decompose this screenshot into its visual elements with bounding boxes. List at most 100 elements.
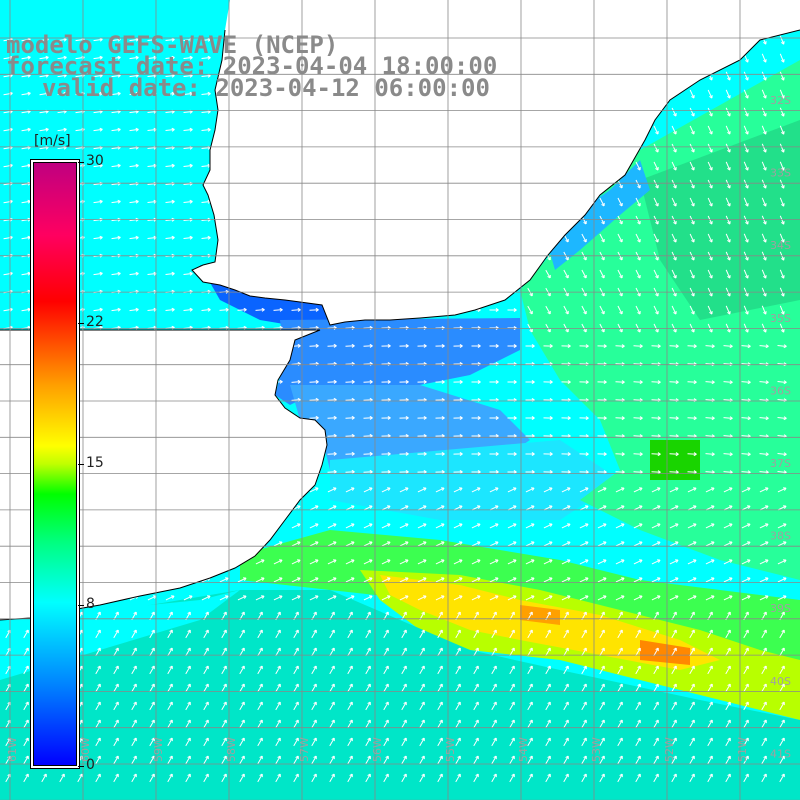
wind-arrow-head <box>637 629 641 632</box>
title-forecast-date: forecast date: 2023-04-04 18:00:00 <box>6 52 498 80</box>
wind-arrow-head <box>459 361 463 365</box>
wind-arrow <box>309 309 319 311</box>
wind-arrow <box>617 665 623 675</box>
wind-arrow-head <box>547 737 551 740</box>
wind-arrow <box>579 595 589 601</box>
wind-arrow-head <box>495 434 499 437</box>
wind-arrow-head <box>25 719 29 722</box>
wind-arrow-head <box>601 755 605 758</box>
wind-arrow-head <box>513 434 517 437</box>
wind-arrow-head <box>637 755 641 758</box>
wind-arrow <box>5 719 11 729</box>
wind-arrow <box>203 719 209 729</box>
wind-arrow <box>743 683 749 693</box>
wind-arrow-head <box>745 773 749 776</box>
wind-arrow-head <box>171 325 175 328</box>
wind-arrow-head <box>457 701 461 704</box>
wind-arrow <box>23 755 29 765</box>
wind-arrow-head <box>673 647 677 650</box>
wind-arrow <box>201 93 211 95</box>
wind-arrow <box>327 399 337 401</box>
wind-arrow-head <box>171 307 175 310</box>
wind-arrow-head <box>657 416 661 419</box>
wind-arrow <box>5 701 11 711</box>
wind-arrow-head <box>693 434 697 437</box>
wind-arrow-head <box>241 665 245 668</box>
wind-arrow <box>741 471 751 473</box>
wind-arrow-head <box>495 398 499 401</box>
wind-arrow-head <box>439 629 443 632</box>
wind-arrow <box>131 665 137 675</box>
wind-arrow <box>671 125 677 135</box>
wind-arrow <box>293 701 299 711</box>
wind-arrow <box>635 269 641 279</box>
wind-arrow-head <box>675 380 679 383</box>
wind-arrow-head <box>115 719 119 722</box>
wind-arrow-head <box>223 755 227 758</box>
wind-arrow <box>491 773 497 783</box>
wind-arrow <box>293 647 299 657</box>
wind-arrow <box>363 523 373 529</box>
wind-arrow <box>257 773 263 783</box>
wind-arrow-head <box>585 434 589 437</box>
wind-arrow <box>111 56 121 60</box>
wind-arrow-head <box>675 452 679 455</box>
wind-arrow <box>723 363 733 365</box>
wind-arrow-head <box>117 235 121 238</box>
wind-arrow <box>131 755 137 765</box>
wind-arrow-head <box>709 701 713 704</box>
wind-arrow <box>653 647 659 657</box>
wind-arrow <box>741 523 751 529</box>
wind-arrow <box>327 541 337 547</box>
wind-arrow-head <box>691 647 695 650</box>
wind-arrow <box>671 737 677 747</box>
wind-arrow-head <box>133 665 137 668</box>
wind-arrow <box>725 647 731 657</box>
wind-arrow <box>653 665 659 675</box>
wind-arrow-head <box>421 665 425 668</box>
wind-arrow-head <box>63 91 67 94</box>
wind-arrow-head <box>117 307 121 310</box>
wind-arrow-head <box>115 647 119 650</box>
wind-arrow-head <box>459 433 463 437</box>
wind-arrow <box>689 233 695 243</box>
wind-arrow-head <box>133 719 137 722</box>
wind-arrow-head <box>783 416 787 419</box>
wind-arrow-head <box>745 755 749 758</box>
longitude-label: 55W <box>444 737 457 762</box>
wind-arrow-head <box>189 37 193 40</box>
wind-speed-patch-5 <box>640 120 800 320</box>
wind-arrow-head <box>547 755 551 758</box>
wind-arrow-head <box>565 701 569 704</box>
wind-arrow <box>669 595 679 601</box>
wind-arrow <box>653 197 659 207</box>
latitude-label: 33S <box>770 167 791 180</box>
wind-arrow <box>743 161 749 171</box>
wind-arrow <box>3 146 13 150</box>
wind-speed-patch-12 <box>0 590 800 800</box>
wind-arrow <box>581 755 587 765</box>
wind-arrow <box>453 595 463 601</box>
wind-arrow-head <box>403 719 407 722</box>
wind-arrow-head <box>457 665 461 668</box>
wind-arrow <box>671 143 677 153</box>
wind-arrow <box>23 773 29 783</box>
wind-arrow <box>759 559 769 565</box>
wind-arrow-head <box>565 719 569 722</box>
wind-speed-patch-10 <box>520 605 560 625</box>
wind-arrow <box>761 179 767 189</box>
wind-arrow-head <box>765 380 769 383</box>
wind-arrow-head <box>727 701 731 704</box>
wind-arrow-head <box>513 362 517 365</box>
wind-arrow-head <box>333 379 337 383</box>
wind-arrow <box>635 737 641 747</box>
longitude-label: 59W <box>152 737 165 762</box>
wind-arrow <box>779 629 785 639</box>
wind-arrow-head <box>135 235 139 238</box>
wind-arrow-head <box>495 308 499 311</box>
wind-arrow-head <box>117 253 121 256</box>
wind-arrow <box>365 647 371 657</box>
wind-arrow <box>689 215 695 225</box>
wind-arrow-head <box>747 452 751 455</box>
